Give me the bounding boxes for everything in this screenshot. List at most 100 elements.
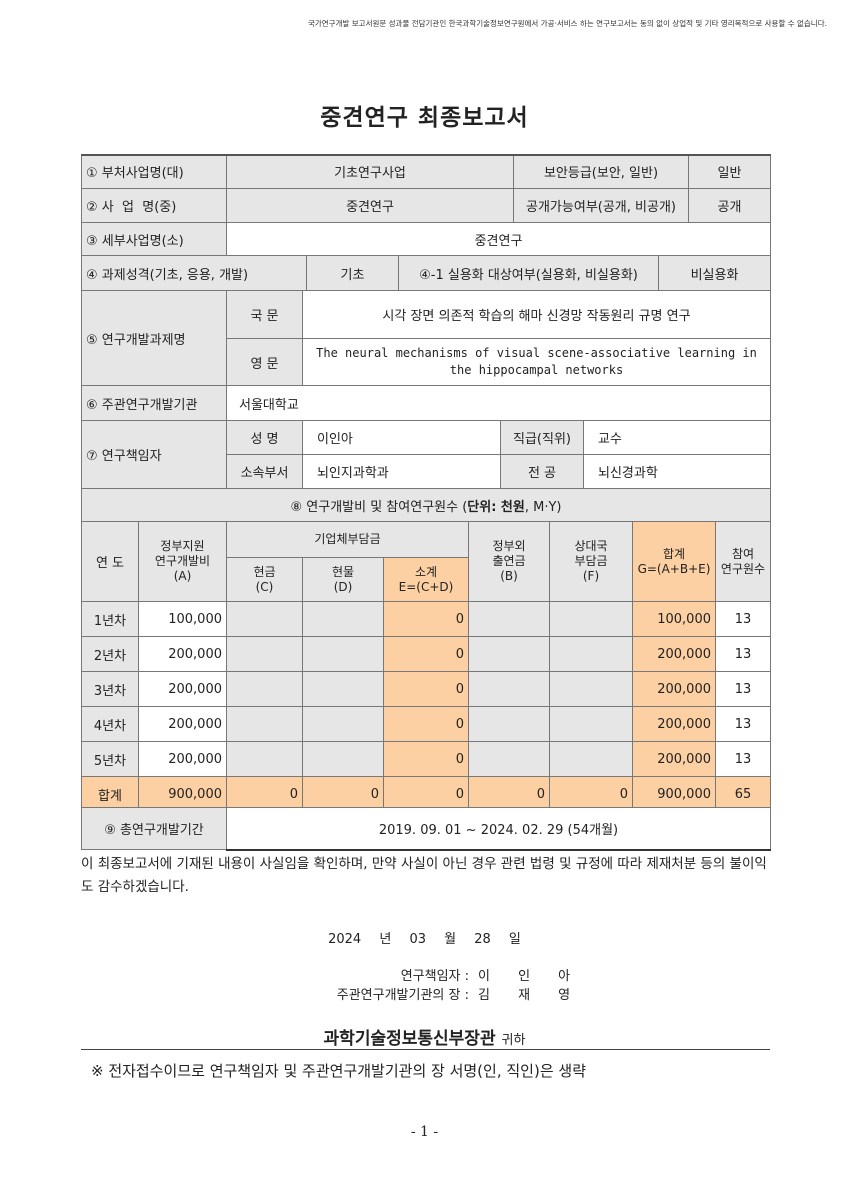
label: 성 명 xyxy=(226,420,303,455)
cell-gov: 200,000 xyxy=(138,636,227,672)
recipient: 과학기술정보통신부장관 귀하 xyxy=(0,1024,849,1049)
cell-subtotal: 0 xyxy=(383,741,469,777)
cell-nongov xyxy=(468,671,550,707)
page-title: 중견연구 최종보고서 xyxy=(320,105,529,131)
sum-year: 합계 xyxy=(81,776,139,812)
header-inkind: 현물 (D) xyxy=(302,557,384,602)
cell-year: 1년차 xyxy=(81,601,139,637)
label: 영 문 xyxy=(226,338,303,386)
row-title-korean: ⑤ 연구개발과제명 국 문 시각 장면 의존적 학습의 해마 신경망 작동원리 … xyxy=(81,290,771,386)
row-subprogram: ③ 세부사업명(소) 중견연구 xyxy=(81,221,771,257)
header-nongov: 정부외 출연금 (B) xyxy=(468,521,550,602)
cell-partner xyxy=(549,671,633,707)
cell-inkind xyxy=(302,601,384,637)
cell-partner xyxy=(549,636,633,672)
label: 전 공 xyxy=(500,454,584,489)
label: ⑦ 연구책임자 xyxy=(81,420,227,489)
value: 시각 장면 의존적 학습의 해마 신경망 작동원리 규명 연구 xyxy=(302,290,771,339)
date-month-unit: 월 xyxy=(444,932,457,947)
sum-inkind: 0 xyxy=(302,776,384,812)
date-month: 03 xyxy=(409,932,426,947)
cell-researchers: 13 xyxy=(714,706,772,742)
value: 기초 xyxy=(306,255,399,291)
cell-cash xyxy=(226,601,303,637)
recipient-name: 과학기술정보통신부장관 xyxy=(323,1029,496,1049)
value: 서울대학교 xyxy=(226,385,771,421)
cell-cash xyxy=(226,636,303,672)
cell-nongov xyxy=(468,601,550,637)
label: 소속부서 xyxy=(226,454,303,489)
cell-nongov xyxy=(468,741,550,777)
label: ② 사 업 명(중) xyxy=(81,187,227,223)
value: 비실용화 xyxy=(658,255,771,291)
cell-gov: 200,000 xyxy=(138,706,227,742)
label: ④ 과제성격(기초, 응용, 개발) xyxy=(81,255,307,291)
statement: 이 최종보고서에 기재된 내용이 사실임을 확인하며, 만약 사실이 아닌 경우… xyxy=(81,856,767,895)
cell-total: 200,000 xyxy=(632,741,716,777)
sum-subtotal: 0 xyxy=(383,776,469,812)
cell-partner xyxy=(549,706,633,742)
cell-year: 4년차 xyxy=(81,706,139,742)
cell-total: 200,000 xyxy=(632,706,716,742)
heading-suffix: , M·Y) xyxy=(524,499,562,515)
cell-cash xyxy=(226,671,303,707)
cell-inkind xyxy=(302,671,384,707)
value: 뇌인지과학과 xyxy=(302,454,501,489)
heading-unit: 단위: 천원 xyxy=(467,499,525,515)
info-table-title: ⑤ 연구개발과제명 국 문 시각 장면 의존적 학습의 해마 신경망 작동원리 … xyxy=(81,290,771,421)
cell-partner xyxy=(549,741,633,777)
label: ⑨ 총연구개발기간 xyxy=(81,807,227,850)
value: 중견연구 xyxy=(226,221,771,257)
period-table: ⑨ 총연구개발기간 2019. 09. 01 ~ 2024. 02. 29 (5… xyxy=(81,807,771,851)
label: 보안등급(보안, 일반) xyxy=(513,154,689,189)
label: ⑤ 연구개발과제명 xyxy=(81,290,227,386)
budget-table: ⑧ 연구개발비 및 참여연구원수 (단위: 천원, M·Y) 연 도 정부지원 … xyxy=(80,488,772,812)
row-institution: ⑥ 주관연구개발기관 서울대학교 xyxy=(81,385,771,421)
recipient-suffix: 귀하 xyxy=(501,1033,526,1048)
cell-subtotal: 0 xyxy=(383,671,469,707)
row-program: ② 사 업 명(중) 중견연구 공개가능여부(공개, 비공개) 공개 xyxy=(81,187,771,223)
label: 주관연구개발기관의 장 : xyxy=(336,988,469,1003)
budget-row: 4년차 200,000 0 200,000 13 xyxy=(81,706,772,742)
value: 일반 xyxy=(688,154,771,189)
cell-total: 200,000 xyxy=(632,636,716,672)
label: 공개가능여부(공개, 비공개) xyxy=(513,187,689,223)
header-subtotal: 소계 E=(C+D) xyxy=(383,557,469,602)
header-year: 연 도 xyxy=(81,521,139,602)
value: 기초연구사업 xyxy=(226,154,514,189)
label: ③ 세부사업명(소) xyxy=(81,221,227,257)
cell-year: 5년차 xyxy=(81,741,139,777)
cell-cash xyxy=(226,741,303,777)
sum-researchers: 65 xyxy=(714,776,772,812)
cell-year: 2년차 xyxy=(81,636,139,672)
cell-researchers: 13 xyxy=(714,671,772,707)
cell-nongov xyxy=(468,636,550,672)
heading-prefix: ⑧ 연구개발비 및 참여연구원수 ( xyxy=(290,499,468,515)
cell-inkind xyxy=(302,636,384,672)
info-table-pi: ⑦ 연구책임자 성 명 이인아 직급(직위) 교수 소속부서 뇌인지과학과 전 … xyxy=(81,420,771,489)
label: ① 부처사업명(대) xyxy=(81,154,227,189)
budget-row: 2년차 200,000 0 200,000 13 xyxy=(81,636,772,672)
budget-row: 1년차 100,000 0 100,000 13 xyxy=(81,601,772,637)
cell-subtotal: 0 xyxy=(383,601,469,637)
cell-partner xyxy=(549,601,633,637)
header-company: 기업체부담금 xyxy=(226,521,469,558)
row-title-english: 영 문 The neural mechanisms of visual scen… xyxy=(82,338,771,386)
footnote: ※ 전자접수이므로 연구책임자 및 주관연구개발기관의 장 서명(인, 직인)은… xyxy=(91,1062,586,1080)
cell-researchers: 13 xyxy=(714,601,772,637)
cell-inkind xyxy=(302,706,384,742)
cell-total: 200,000 xyxy=(632,671,716,707)
budget-sum-row: 합계 900,000 0 0 0 0 0 900,000 65 xyxy=(81,776,772,812)
cell-year: 3년차 xyxy=(81,671,139,707)
row-period: ⑨ 총연구개발기간 2019. 09. 01 ~ 2024. 02. 29 (5… xyxy=(81,807,771,851)
value: 이 인 아 xyxy=(478,969,583,984)
label: 국 문 xyxy=(226,290,303,339)
row-ministry-program: ① 부처사업명(대) 기초연구사업 보안등급(보안, 일반) 일반 xyxy=(81,154,771,189)
cell-gov: 100,000 xyxy=(138,601,227,637)
value: The neural mechanisms of visual scene-as… xyxy=(302,338,771,386)
value: 교수 xyxy=(583,420,771,455)
budget-row: 5년차 200,000 0 200,000 13 xyxy=(81,741,772,777)
value: 뇌신경과학 xyxy=(583,454,771,489)
label: 직급(직위) xyxy=(500,420,584,455)
sum-gov: 900,000 xyxy=(138,776,227,812)
